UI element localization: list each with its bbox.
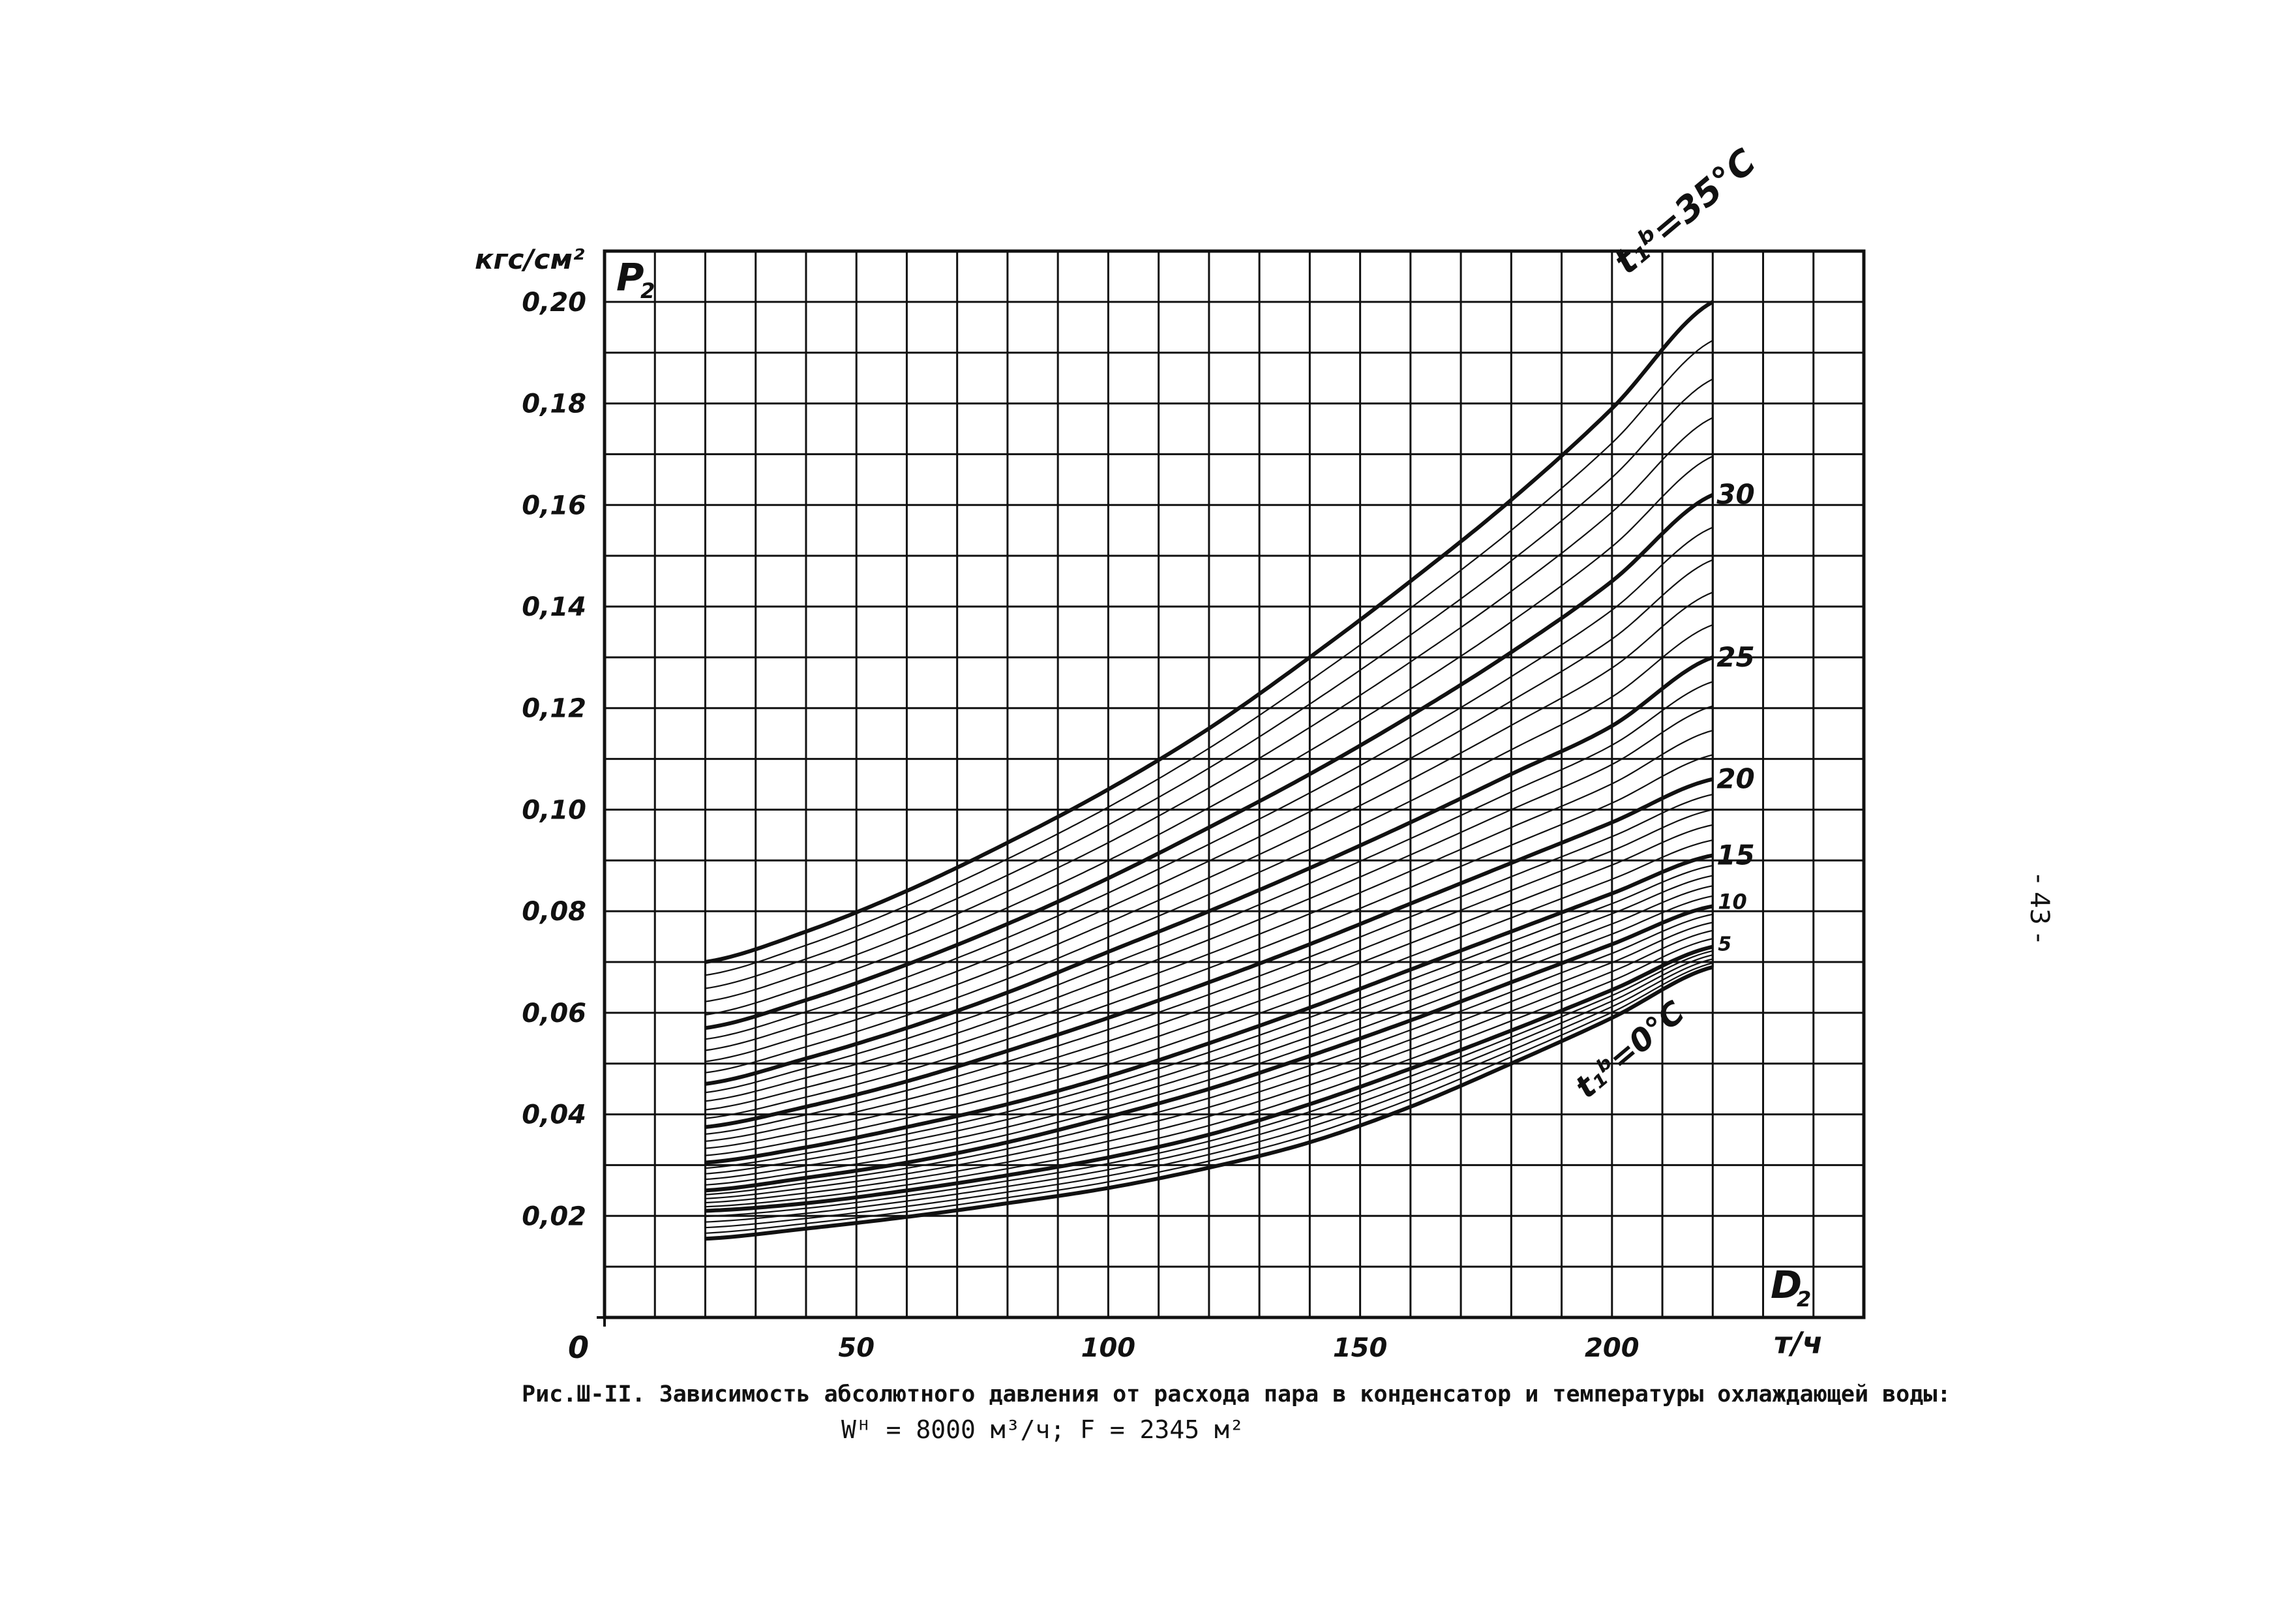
isotherm-curve-30 [705,492,1714,1030]
y-axis-unit: кгс/см² [475,243,585,275]
isotherm-curve-minor [705,809,1713,1142]
isotherm-curve-minor [705,705,1713,1102]
x-axis-symbol-subscript: 2 [1797,1287,1811,1312]
isotherm-curve-minor [705,681,1713,1094]
isotherm-curve-minor [705,455,1713,1016]
isotherm-curve-minor [705,958,1713,1229]
y-tick-label: 0,04 [522,1100,586,1130]
plot-frame [603,249,1866,1319]
curve-label-35: t₁ᵇ=35°C [1606,141,1764,282]
isotherm-curve-minor [705,913,1713,1195]
isotherm-curve-minor [705,754,1713,1119]
isotherm-curve-15 [705,853,1713,1165]
curve-label-15: 15 [1716,839,1754,871]
isotherm-curve-minor [705,865,1713,1169]
isotherm-curve-minor [705,824,1713,1149]
isotherm-curve-minor [705,839,1713,1156]
y-axis-symbol: P [616,255,644,299]
caption-line-2: Wᴴ = 8000 м³/ч; F = 2345 м² [841,1415,1244,1444]
isotherm-curve-minor [705,729,1713,1111]
y-tick-label: 0,14 [522,592,586,622]
x-axis-symbol: D [1771,1263,1802,1307]
y-tick-label: 0,06 [522,999,586,1029]
y-tick-label: 0,20 [522,288,586,318]
x-axis-unit: т/ч [1774,1325,1823,1361]
isotherm-curve-minor [705,962,1713,1234]
page-number: - 43 - [2024,874,2054,943]
curve-label-20: 20 [1716,763,1754,795]
isotherm-curve-minor [705,929,1713,1204]
isotherm-curve-minor [705,875,1713,1175]
x-tick-label: 200 [1585,1333,1640,1363]
y-tick-label: 0,12 [522,694,586,724]
y-tick-label: 0,18 [522,389,586,419]
curve-label-30: 30 [1716,479,1754,511]
isotherm-curve-0 [705,965,1714,1241]
x-tick-label: 50 [838,1333,875,1363]
isotherm-curve-minor [705,559,1713,1051]
curve-label-25: 25 [1716,641,1754,673]
y-tick-label: 0,10 [522,795,586,825]
isotherm-curve-minor [705,938,1713,1208]
curve-label-10: 10 [1718,889,1747,914]
y-tick-label: 0,16 [522,490,586,520]
y-tick-label: 0,02 [522,1201,586,1231]
origin-label: 0 [568,1330,589,1365]
isotherm-curve-minor [705,950,1713,1218]
isotherm-curve-minor [705,340,1713,976]
x-tick-label: 100 [1081,1333,1136,1363]
isotherm-curve-25 [705,655,1714,1086]
isotherm-curve-5 [705,944,1714,1213]
curve-label-5: 5 [1718,933,1731,956]
y-axis-symbol-subscript: 2 [640,278,655,303]
isotherm-curve-35 [705,300,1714,964]
isotherm-curve-minor [705,378,1713,989]
isotherm-curve-minor [705,954,1713,1223]
curve-label-0: t₁ᵇ=0°C [1568,994,1692,1105]
y-tick-label: 0,08 [522,897,586,927]
isotherm-curve-20 [705,777,1713,1129]
x-tick-label: 150 [1333,1333,1388,1363]
isotherm-curve-minor [705,526,1713,1040]
caption-line-1: Рис.Ш-II. Зависимость абсолютного давлен… [522,1381,1951,1407]
isotherm-curve-10 [705,904,1713,1193]
isotherm-curve-minor [705,592,1713,1062]
isotherm-curve-minor [705,885,1713,1180]
isotherm-curve-minor [705,624,1713,1074]
isotherm-curve-minor [705,895,1713,1186]
isotherm-curve-minor [705,794,1713,1135]
isotherm-curve-minor [705,922,1713,1199]
isotherm-curve-minor [705,417,1713,1002]
